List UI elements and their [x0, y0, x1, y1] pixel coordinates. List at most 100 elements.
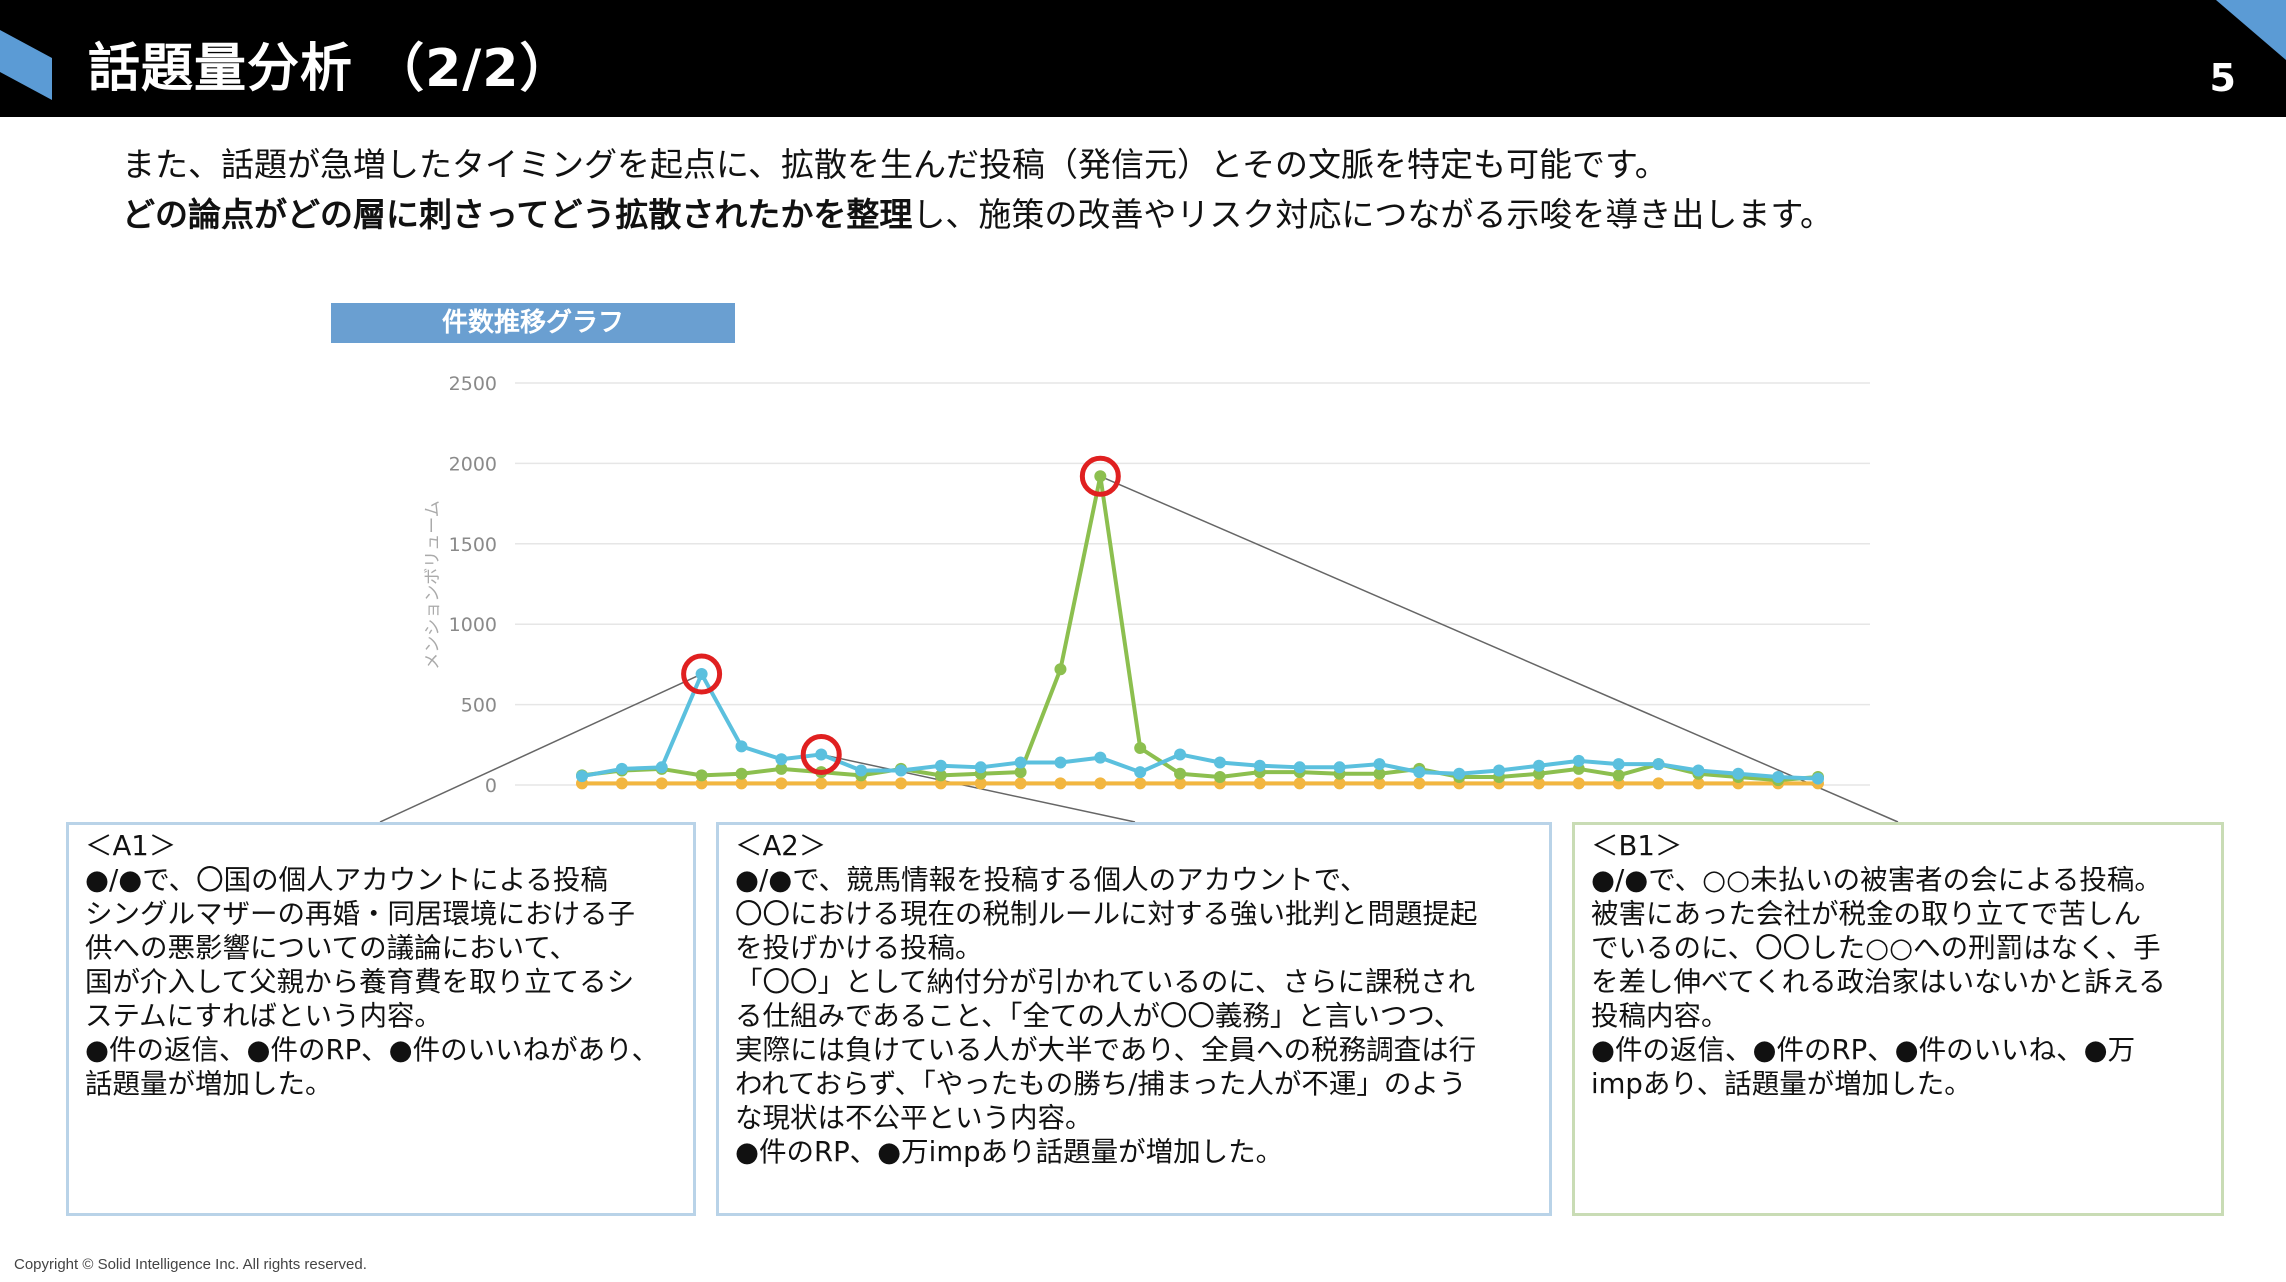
data-point [615, 762, 628, 775]
data-point [775, 777, 788, 790]
data-point [735, 740, 748, 753]
data-point [1014, 756, 1027, 769]
data-point [855, 764, 868, 777]
data-point [775, 762, 788, 775]
intro-line-2-rest: し、施策の改善やリスク対応につながる示唆を導き出します。 [912, 195, 1834, 234]
data-point [775, 753, 788, 766]
data-point [1253, 759, 1266, 772]
callout-line: ●件の返信、●件のRP、●件のいいねがあり、 [85, 1034, 660, 1066]
callout-line: ●/●で、競馬情報を投稿する個人のアカウントで、 [735, 864, 1368, 896]
callout-title-a2: ＜A2＞ [735, 830, 827, 862]
y-tick-label: 2500 [449, 373, 497, 395]
data-point [1333, 761, 1346, 774]
chart-series [576, 470, 1824, 790]
callout-body-a2: ●/●で、競馬情報を投稿する個人のアカウントで、 〇〇における現在の税制ルールに対… [735, 863, 1535, 1169]
copyright: Copyright © Solid Intelligence Inc. All … [14, 1256, 367, 1273]
callout-title-a1: ＜A1＞ [85, 830, 177, 862]
data-point [1054, 756, 1067, 769]
header-bar: 話題量分析 （2/2） 5 [0, 0, 2286, 117]
data-point [974, 777, 987, 790]
data-point [1054, 663, 1067, 676]
data-point [655, 777, 668, 790]
data-point [815, 748, 828, 761]
callout-box-a2: ＜A2＞ ●/●で、競馬情報を投稿する個人のアカウントで、 〇〇における現在の税制… [716, 822, 1552, 1216]
callout-box-b1: ＜B1＞ ●/●で、○○未払いの被害者の会による投稿。 被害にあった会社が税金の取… [1572, 822, 2224, 1216]
data-point [894, 777, 907, 790]
data-point [1373, 767, 1386, 780]
data-point [1213, 770, 1226, 783]
data-point [1612, 758, 1625, 771]
data-point [1293, 777, 1306, 790]
data-point [1572, 777, 1585, 790]
data-point [1213, 756, 1226, 769]
data-point [934, 759, 947, 772]
data-point [1453, 767, 1466, 780]
data-point [1772, 770, 1785, 783]
intro-line-1: また、話題が急増したタイミングを起点に、拡散を生んだ投稿（発信元）とその文脈を特… [122, 145, 1668, 184]
data-point [735, 767, 748, 780]
chart-y-ticks: 0 500 1000 1500 2000 2500 [449, 373, 497, 797]
callout-line: でいるのに、〇〇した○○への刑罰はなく、手 [1591, 932, 2161, 964]
data-point [894, 764, 907, 777]
callout-line: 〇〇における現在の税制ルールに対する強い批判と問題提起 [735, 898, 1478, 930]
data-point [1612, 769, 1625, 782]
callout-line: を差し伸べてくれる政治家はいないかと訴える [1591, 966, 2166, 998]
callout-line: ●件の返信、●件のRP、●件のいいね、●万 [1591, 1034, 2136, 1066]
callout-line: 「〇〇」として納付分が引かれているのに、さらに課税され [735, 966, 1476, 998]
data-point [815, 777, 828, 790]
data-point [1134, 742, 1147, 755]
callout-line: impあり、話題量が増加した。 [1591, 1068, 1972, 1100]
callout-line: る仕組みであること、「全ての人が〇〇義務」と言いつつ、 [735, 1000, 1462, 1032]
intro-line-2-bold: どの論点がどの層に刺さってどう拡散されたかを整理 [122, 195, 913, 234]
data-point [1094, 777, 1107, 790]
data-point [1134, 777, 1147, 790]
data-point [1692, 777, 1705, 790]
data-point [655, 761, 668, 774]
callout-line: ●/●で、〇国の個人アカウントによる投稿 [85, 864, 608, 896]
data-point [1812, 772, 1824, 785]
data-point [1413, 777, 1426, 790]
chart-label: 件数推移グラフ [331, 303, 735, 343]
data-point [1174, 748, 1187, 761]
callout-line: ●/●で、○○未払いの被害者の会による投稿。 [1591, 864, 2162, 896]
data-point [1732, 767, 1745, 780]
chart-highlight-circles [681, 455, 1121, 775]
data-point [934, 769, 947, 782]
data-point [1014, 777, 1027, 790]
page-number: 5 [2209, 56, 2236, 100]
highlight-circle-a1 [681, 653, 723, 695]
data-point [1253, 777, 1266, 790]
callout-line: ●件のRP、●万impあり話題量が増加した。 [735, 1136, 1284, 1168]
data-point [735, 777, 748, 790]
data-point [1174, 777, 1187, 790]
chart-y-axis-label: メンションボリューム [423, 500, 443, 670]
intro-text: また、話題が急増したタイミングを起点に、拡散を生んだ投稿（発信元）とその文脈を特… [122, 140, 1833, 240]
data-point [1054, 777, 1067, 790]
callout-line: 被害にあった会社が税金の取り立てで苦しん [1591, 898, 2141, 930]
callout-line: 供への悪影響についての議論において、 [85, 932, 577, 964]
data-point [1532, 777, 1545, 790]
data-point [1373, 758, 1386, 771]
data-point [1293, 761, 1306, 774]
series-line [581, 474, 1819, 783]
data-point [1493, 764, 1506, 777]
data-point [576, 770, 588, 783]
data-point [974, 761, 987, 774]
y-tick-label: 0 [485, 775, 497, 797]
callout-body-a1: ●/●で、〇国の個人アカウントによる投稿 シングルマザーの再婚・同居環境における子… [85, 863, 679, 1101]
data-point [1652, 758, 1665, 771]
callout-line: を投げかける投稿。 [735, 932, 983, 964]
data-point [1373, 777, 1386, 790]
y-tick-label: 2000 [449, 453, 497, 475]
data-point [1134, 766, 1147, 779]
y-tick-label: 1000 [449, 614, 497, 636]
chart-grid [515, 382, 1870, 786]
data-point [1532, 759, 1545, 772]
callout-line: 国が介入して父親から養育費を取り立てるシ [85, 966, 635, 998]
y-tick-label: 1500 [449, 534, 497, 556]
callout-line: 投稿内容。 [1591, 1000, 1729, 1032]
data-point [1413, 766, 1426, 779]
highlight-circle-a2 [800, 733, 842, 775]
callout-title-b1: ＜B1＞ [1591, 830, 1683, 862]
